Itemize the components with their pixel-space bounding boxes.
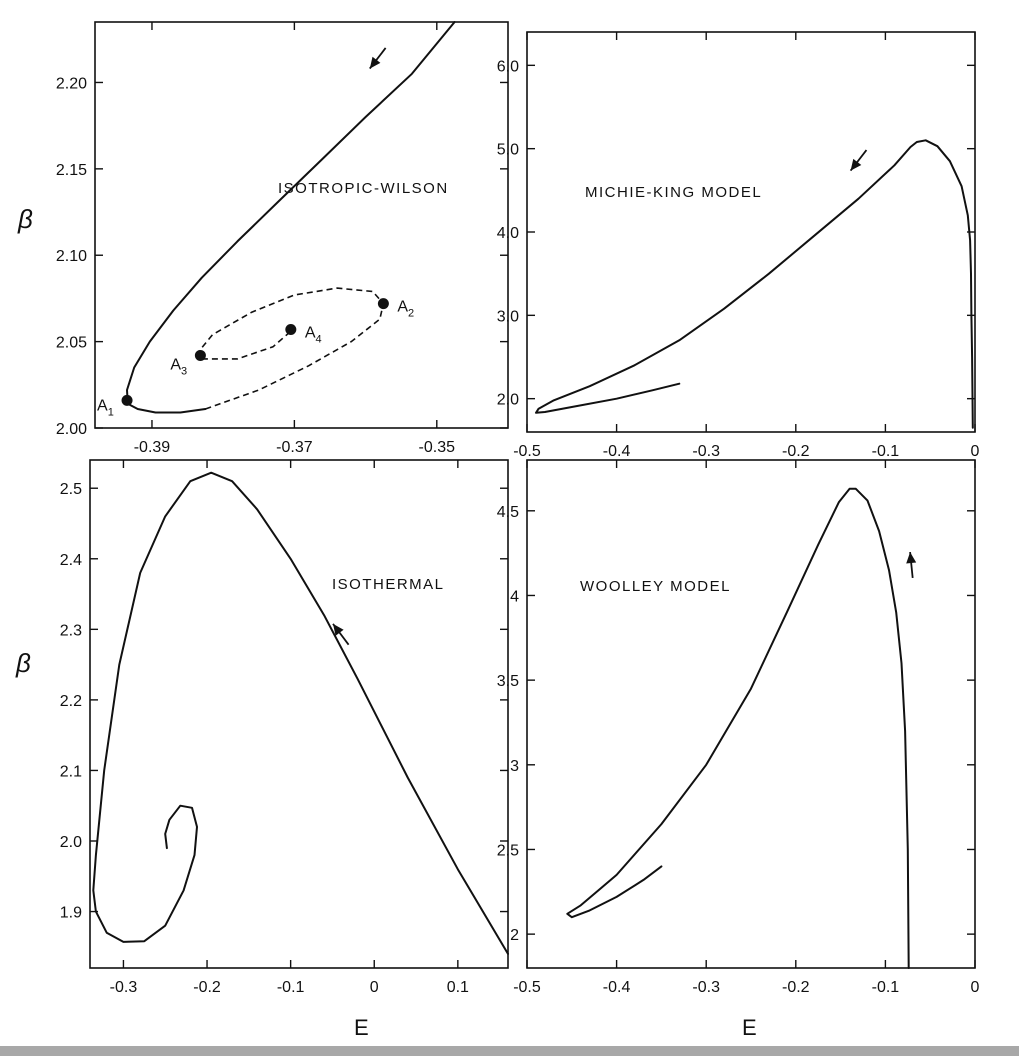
y-tick-label: 2.1 (60, 763, 82, 780)
y-tick-label: 2.0 (60, 834, 82, 851)
plot-frame (89, 459, 509, 969)
y-tick-label: 2.00 (56, 421, 87, 438)
series-line (92, 471, 509, 955)
point-a1 (121, 394, 133, 406)
x-tick-label: -0.39 (134, 439, 171, 456)
point-a2 (377, 298, 389, 310)
point-label-a2: A2 (397, 299, 414, 320)
x-tick-label: -0.3 (110, 979, 138, 996)
direction-arrow (906, 551, 917, 579)
x-tick-label: -0.3 (692, 979, 720, 996)
x-axis-label-left: E (354, 1015, 369, 1040)
point-label-a1: A1 (97, 397, 114, 418)
point-label-a3: A3 (170, 356, 187, 377)
point-a3 (194, 349, 206, 361)
panel-isotropic-wilson: -0.39 -0.37 -0.35 2.00 2.05 2.10 2.15 2.20 A1 A2 A… (56, 21, 509, 456)
direction-arrow (849, 149, 868, 172)
x-tick-label: -0.2 (782, 979, 810, 996)
y-tick-label: 4.0 (497, 225, 519, 242)
panel-label: MICHIE-KING MODEL (585, 184, 762, 201)
plot-frame (94, 21, 509, 429)
y-axis-label-bottom: β (15, 648, 31, 678)
y-tick-label: 3.0 (497, 308, 519, 325)
y-tick-label: 2 (510, 927, 519, 944)
x-tick-label: -0.2 (193, 979, 221, 996)
x-tick-label: 0 (370, 979, 379, 996)
panel-label: ISOTHERMAL (332, 576, 445, 593)
panel-woolley: -0.5 -0.4 -0.3 -0.2 -0.1 0 2 2.5 3 3.5 4 4.5 WOOLLEY… (497, 459, 980, 996)
panel-label: ISOTROPIC-WILSON (278, 180, 449, 197)
y-tick-label: 3.5 (497, 673, 519, 690)
x-tick-label: -0.2 (782, 443, 810, 460)
x-tick-label: -0.1 (277, 979, 305, 996)
y-tick-label: 6.0 (497, 58, 519, 75)
y-tick-label: 2.15 (56, 162, 87, 179)
y-tick-label: 5.0 (497, 142, 519, 159)
panel-label: WOOLLEY MODEL (580, 578, 731, 595)
series-line (535, 139, 974, 429)
dashed-series-line (197, 287, 385, 410)
y-tick-label: 3 (510, 758, 519, 775)
plot-frame (526, 459, 976, 969)
y-tick-label: 2.5 (60, 481, 82, 498)
bottom-bar (0, 1046, 1019, 1056)
y-tick-label: 2.05 (56, 335, 87, 352)
y-tick-label: 2.2 (60, 693, 82, 710)
x-tick-label: 0 (971, 979, 980, 996)
panel-michie-king: -0.5 -0.4 -0.3 -0.2 -0.1 0 2.0 3.0 4.0 5.0 6.0 MICH… (497, 31, 980, 460)
x-tick-label: -0.35 (419, 439, 456, 456)
x-tick-label: -0.5 (513, 979, 541, 996)
direction-arrow (332, 623, 350, 646)
y-axis-label-top: β (17, 204, 33, 234)
x-tick-label: -0.37 (276, 439, 313, 456)
y-tick-label: 2.10 (56, 248, 87, 265)
x-tick-label: 0 (971, 443, 980, 460)
x-tick-label: -0.3 (692, 443, 720, 460)
x-tick-label: -0.4 (603, 443, 631, 460)
direction-arrow (369, 47, 387, 70)
y-tick-label: 1.9 (60, 905, 82, 922)
x-tick-label: -0.5 (513, 443, 541, 460)
y-tick-label: 2.20 (56, 75, 87, 92)
x-tick-label: 0.1 (447, 979, 469, 996)
series-line (566, 487, 910, 969)
plot-frame (526, 31, 976, 433)
y-tick-label: 2.4 (60, 552, 82, 569)
point-a4 (285, 324, 297, 336)
y-tick-label: 2.0 (497, 392, 519, 409)
x-tick-label: -0.1 (872, 443, 900, 460)
y-tick-label: 4 (510, 588, 519, 605)
point-label-a4: A4 (305, 325, 322, 346)
x-tick-label: -0.1 (872, 979, 900, 996)
y-tick-label: 2.3 (60, 622, 82, 639)
series-line (126, 21, 456, 414)
panel-isothermal: -0.3 -0.2 -0.1 0 0.1 1.9 2.0 2.1 2.2 2.3 2.4 2.5 ISO… (60, 459, 509, 996)
x-axis-label-right: E (742, 1015, 757, 1040)
y-tick-label: 2.5 (497, 842, 519, 859)
y-tick-label: 4.5 (497, 504, 519, 521)
x-tick-label: -0.4 (603, 979, 631, 996)
